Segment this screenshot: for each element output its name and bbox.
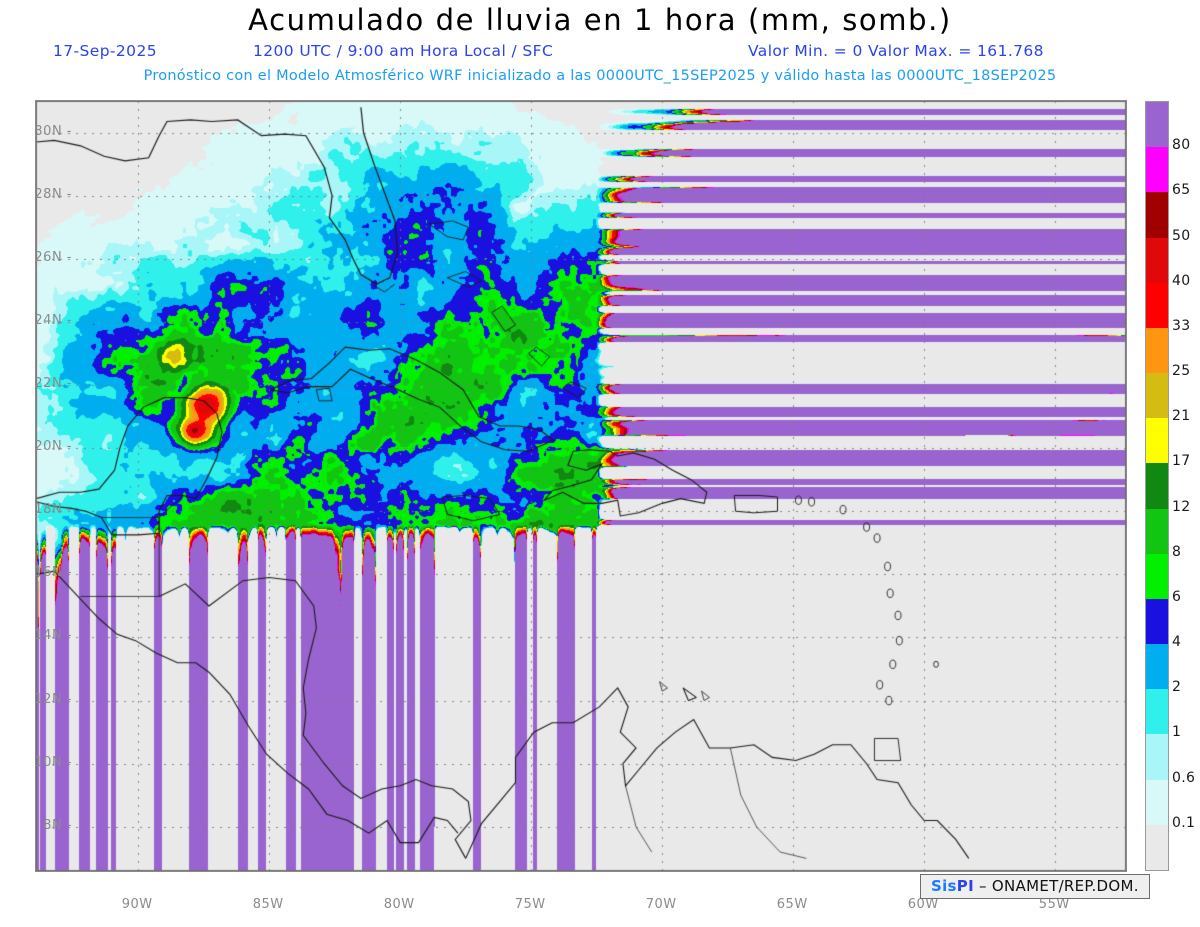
lon-tick-55W: 55W [1038,897,1070,912]
lon-tick-60W: 60W [907,897,939,912]
forecast-time: 1200 UTC / 9:00 am Hora Local / SFC [253,42,554,60]
agency-text: – ONAMET/REP.DOM. [973,877,1139,895]
colorbar-label-33: 33 [1172,317,1191,334]
colorbar-label-50: 50 [1172,227,1191,244]
header: Acumulado de lluvia en 1 hora (mm, somb.… [0,0,1200,95]
value-minmax: Valor Min. = 0 Valor Max. = 161.768 [748,42,1044,60]
colorbar-label-4: 4 [1172,634,1182,651]
lat-tick-20N: 20N - [34,439,72,455]
colorbar-band-3 [1146,689,1168,735]
colorbar-band-1 [1146,779,1168,825]
colorbar-band-7 [1146,508,1168,554]
colorbar-label-17: 17 [1172,453,1191,470]
colorbar-band-13 [1146,237,1168,283]
colorbar-band-5 [1146,598,1168,645]
pi-mark: PI [956,877,974,895]
colorbar-label-65: 65 [1172,182,1191,199]
model-description: Pronóstico con el Modelo Atmosférico WRF… [143,68,1057,84]
colorbar-band-4 [1146,644,1168,690]
colorbar-band-8 [1146,463,1168,509]
lon-tick-75W: 75W [514,897,546,912]
lat-tick-24N: 24N - [34,312,72,328]
colorbar [1145,101,1169,871]
lat-tick-28N: 28N - [34,186,72,202]
lat-tick-10N: 10N - [34,754,72,770]
page-title: Acumulado de lluvia en 1 hora (mm, somb.… [248,3,952,37]
lon-tick-85W: 85W [252,897,284,912]
colorbar-band-15 [1146,147,1168,193]
colorbar-band-10 [1146,373,1168,419]
lon-tick-90W: 90W [121,897,153,912]
colorbar-label-80: 80 [1172,137,1191,154]
colorbar-band-6 [1146,553,1168,599]
forecast-date: 17-Sep-2025 [53,42,157,60]
colorbar-label-0.1: 0.1 [1172,814,1196,831]
colorbar-band-0 [1146,824,1168,870]
colorbar-band-14 [1146,192,1168,238]
rainfall-heatmap [36,101,1126,871]
colorbar-label-12: 12 [1172,498,1191,515]
colorbar-band-2 [1146,734,1168,780]
colorbar-label-40: 40 [1172,272,1191,289]
colorbar-label-21: 21 [1172,408,1191,425]
colorbar-band-12 [1146,282,1168,328]
map-plot-area[interactable] [35,100,1127,872]
colorbar-label-2: 2 [1172,679,1182,696]
colorbar-band-11 [1146,327,1168,374]
colorbar-label-8: 8 [1172,543,1182,560]
attribution-badge: SisPI – ONAMET/REP.DOM. [920,874,1150,899]
colorbar-label-1: 1 [1172,724,1182,741]
lon-tick-65W: 65W [776,897,808,912]
lat-tick-12N: 12N - [34,691,72,707]
lat-tick-30N: 30N - [34,123,72,139]
lon-tick-80W: 80W [383,897,415,912]
colorbar-band-9 [1146,418,1168,464]
sis-text: Sis [931,877,957,895]
colorbar-label-25: 25 [1172,363,1191,380]
lat-tick-22N: 22N - [34,376,72,392]
colorbar-label-0.6: 0.6 [1172,769,1196,786]
lat-tick-14N: 14N - [34,628,72,644]
colorbar-label-6: 6 [1172,588,1182,605]
lat-tick-26N: 26N - [34,249,72,265]
lat-tick-16N: 16N - [34,565,72,581]
colorbar-band-16 [1146,102,1168,148]
lat-tick-18N: 18N - [34,502,72,518]
lat-tick-8N: 8N - [43,817,72,833]
lon-tick-70W: 70W [645,897,677,912]
